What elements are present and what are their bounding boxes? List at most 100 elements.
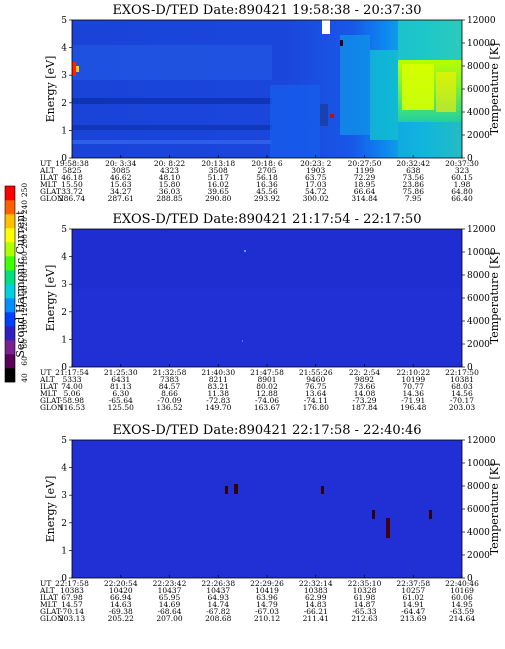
- ephemeris-value: -74.06: [255, 396, 279, 405]
- right-y-tick-label: 4000: [467, 528, 490, 538]
- ephemeris-value: 638: [406, 166, 421, 175]
- colorbar-cell: [5, 214, 15, 229]
- x-tick-label: 20: 8:22: [154, 159, 186, 168]
- ephemeris-value: 323: [455, 166, 470, 175]
- right-y-axis-label: Temperature [K]: [488, 43, 501, 135]
- x-tick-label: 22:29:26: [250, 579, 284, 588]
- colorbar-tick-label: 250: [20, 183, 29, 198]
- y-axis-label: Energy [eV]: [44, 56, 57, 123]
- x-tick-label: 20: 3:34: [105, 159, 137, 168]
- ephemeris-value: 14.63: [110, 600, 132, 609]
- ephemeris-value: 16.36: [256, 180, 278, 189]
- ephemeris-value: 10383: [60, 586, 84, 595]
- ephemeris-value: 213.69: [400, 614, 426, 623]
- x-tick-label: 22:32:14: [299, 579, 333, 588]
- ephemeris-value: -72.83: [206, 396, 230, 405]
- y-tick-label: 3: [61, 280, 67, 290]
- right-y-tick-label: 4000: [467, 108, 490, 118]
- ephemeris-row-label: GLAT: [40, 607, 61, 616]
- y-tick-label: 1: [61, 126, 67, 136]
- spectrogram-image: [72, 229, 462, 367]
- x-tick-label: 22:23:42: [153, 579, 187, 588]
- x-tick-label: 20:13:18: [201, 159, 235, 168]
- ephemeris-row-label: MLT: [40, 600, 57, 609]
- x-tick-label: 22:40:46: [445, 579, 479, 588]
- ephemeris-value: 66.40: [451, 194, 473, 203]
- ephemeris-value: 203.13: [59, 614, 85, 623]
- right-y-tick-label: 2000: [467, 551, 490, 561]
- ephemeris-row-label: MLT: [40, 180, 57, 189]
- right-y-tick-label: 0: [467, 363, 473, 373]
- x-tick-label: 20:32:42: [396, 159, 430, 168]
- colorbar-tick-label: 80: [20, 339, 29, 349]
- ephemeris-value: 63.96: [256, 593, 278, 602]
- right-y-tick-label: 10000: [467, 248, 496, 258]
- colorbar-tick-label: 180: [20, 251, 29, 266]
- y-tick-label: 4: [61, 464, 67, 474]
- ephemeris-value: 10381: [450, 375, 474, 384]
- x-tick-label: 21:40:30: [201, 368, 235, 377]
- x-tick-label: 22:37:58: [396, 579, 430, 588]
- ephemeris-value: 116.53: [59, 403, 85, 412]
- ephemeris-value: -70.14: [60, 607, 84, 616]
- ephemeris-value: 214.64: [449, 614, 475, 623]
- ephemeris-row-label: GLON: [40, 403, 64, 412]
- ephemeris-row-label: ALT: [39, 586, 55, 595]
- colorbar-cell: [5, 354, 15, 369]
- spectrogram-panel-3: EXOS-D/TED Date:890421 22:17:58 - 22:40:…: [39, 423, 501, 623]
- right-y-tick-label: 12000: [467, 436, 496, 446]
- ephemeris-value: 61.02: [403, 593, 425, 602]
- y-tick-label: 1: [61, 546, 67, 556]
- panel-title: EXOS-D/TED Date:890421 19:58:38 - 20:37:…: [112, 3, 421, 18]
- right-y-axis-label: Temperature [K]: [488, 252, 501, 344]
- colorbar-cell: [5, 242, 15, 257]
- colorbar-tick-label: 120: [20, 302, 29, 317]
- ephemeris-value: 300.02: [303, 194, 329, 203]
- ephemeris-value: 11.38: [208, 389, 230, 398]
- ephemeris-value: 83.21: [208, 382, 229, 391]
- ephemeris-value: 14.57: [61, 600, 83, 609]
- ephemeris-value: 12.88: [256, 389, 278, 398]
- x-tick-label: 22:35:10: [348, 579, 382, 588]
- colorbar-cell: [5, 200, 15, 215]
- right-y-tick-label: 12000: [467, 225, 496, 235]
- ephemeris-value: -68.64: [157, 607, 181, 616]
- y-tick-label: 2: [61, 519, 67, 529]
- ephemeris-value: 17.03: [305, 180, 327, 189]
- y-tick-label: 0: [61, 363, 67, 373]
- ephemeris-value: 10328: [353, 586, 377, 595]
- x-tick-label: 19:58:38: [55, 159, 89, 168]
- y-tick-label: 0: [61, 574, 67, 584]
- ephemeris-value: 5333: [62, 375, 81, 384]
- x-tick-label: 21:25:30: [104, 368, 138, 377]
- right-y-tick-label: 12000: [467, 16, 496, 26]
- y-tick-label: 2: [61, 99, 67, 109]
- ephemeris-value: 33.72: [61, 187, 83, 196]
- x-tick-label: 20:23: 2: [300, 159, 332, 168]
- ephemeris-value: 7.95: [405, 194, 422, 203]
- right-y-tick-label: 2000: [467, 131, 490, 141]
- y-tick-label: 1: [61, 335, 67, 345]
- ephemeris-value: 14.36: [403, 389, 425, 398]
- ephemeris-value: 70.77: [403, 382, 425, 391]
- right-y-tick-label: 6000: [467, 505, 490, 515]
- ephemeris-value: 207.00: [156, 614, 182, 623]
- x-tick-label: 21:55:26: [299, 368, 333, 377]
- ephemeris-value: 48.10: [159, 173, 181, 182]
- ephemeris-value: 13.64: [305, 389, 327, 398]
- ephemeris-value: 125.50: [108, 403, 134, 412]
- colorbar-tick-label: 60: [20, 356, 29, 366]
- right-y-tick-label: 8000: [467, 482, 490, 492]
- ephemeris-value: 149.70: [205, 403, 231, 412]
- ephemeris-value: 10169: [450, 586, 474, 595]
- colorbar-cell: [5, 326, 15, 341]
- colorbar-tick-label: 220: [20, 217, 29, 232]
- ephemeris-row-label: ILAT: [40, 593, 58, 602]
- ephemeris-value: 293.92: [254, 194, 280, 203]
- ephemeris-value: 10437: [206, 586, 230, 595]
- y-tick-label: 4: [61, 44, 67, 54]
- right-y-tick-label: 6000: [467, 294, 490, 304]
- y-tick-label: 4: [61, 253, 67, 263]
- panel-title: EXOS-D/TED Date:890421 22:17:58 - 22:40:…: [112, 423, 421, 438]
- right-y-tick-label: 6000: [467, 85, 490, 95]
